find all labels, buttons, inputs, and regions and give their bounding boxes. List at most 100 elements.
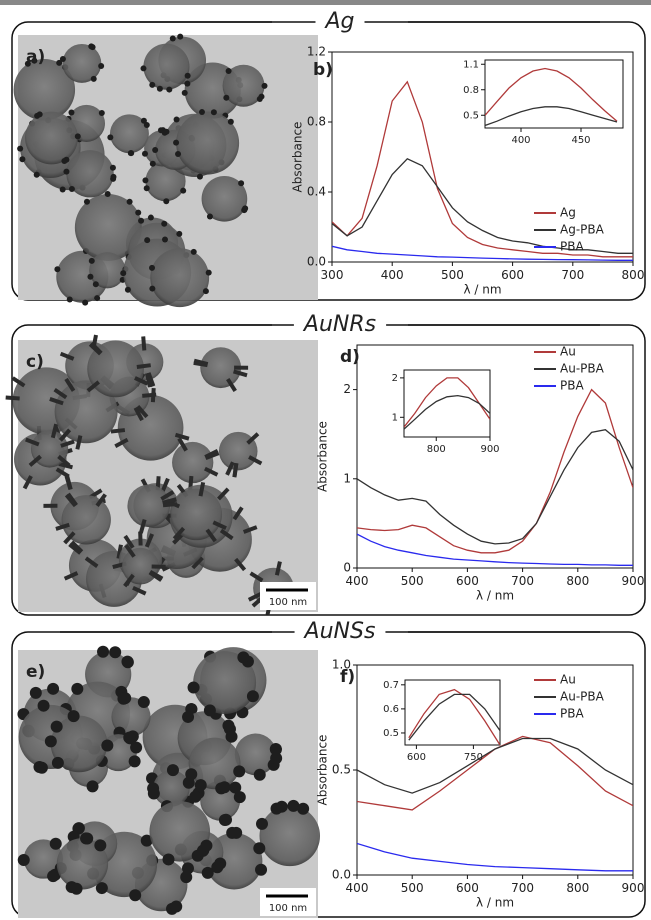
nanodot <box>140 834 153 847</box>
x-axis-label: λ / nm <box>463 283 501 297</box>
nanodot <box>87 273 94 280</box>
x-tick-label: 500 <box>401 574 424 588</box>
nanodot <box>129 889 142 902</box>
y-tick-label: 0.5 <box>463 110 479 121</box>
x-axis-label: λ / nm <box>476 896 514 910</box>
x-tick-label: 600 <box>407 752 426 763</box>
nanorod <box>63 571 79 581</box>
nanodot <box>229 781 242 794</box>
nanodot <box>49 837 62 850</box>
particle <box>62 43 102 83</box>
x-tick-label: 300 <box>321 268 344 282</box>
nanodot <box>189 790 202 803</box>
nanodot <box>163 128 170 135</box>
nanodot <box>50 720 63 733</box>
nanodot <box>156 85 163 92</box>
x-tick-label: 800 <box>622 268 645 282</box>
y-axis-label: Absorbance <box>316 421 330 492</box>
nanodot <box>68 109 75 116</box>
nanorod <box>86 380 101 393</box>
scale-bar-bg <box>260 582 316 610</box>
nanodot <box>149 160 156 167</box>
nanorod <box>232 462 239 478</box>
particle <box>153 770 190 807</box>
particle <box>66 150 114 198</box>
nanodot <box>98 62 105 69</box>
nanodot <box>92 281 99 288</box>
nanodot <box>147 787 160 800</box>
y-tick-label: 2 <box>343 382 351 396</box>
nanodot <box>88 257 95 264</box>
nanodot <box>33 171 40 178</box>
chart-label: b) <box>313 60 333 80</box>
particle <box>50 715 108 773</box>
legend-label: Ag-PBA <box>560 223 605 237</box>
x-tick-label: 600 <box>456 881 479 895</box>
nanorod <box>242 525 258 534</box>
nanodot <box>68 185 75 192</box>
nanodot <box>220 813 233 826</box>
legend-label: PBA <box>560 379 584 393</box>
nanodot <box>98 110 105 117</box>
nanodot <box>225 68 232 75</box>
nanorod <box>204 466 219 477</box>
panel-title: AuNRs <box>302 312 376 337</box>
x-tick-label: 800 <box>566 881 589 895</box>
nanodot <box>86 780 99 793</box>
y-tick-label: 0.8 <box>463 85 479 96</box>
particle <box>176 111 240 175</box>
nanorod <box>219 528 234 541</box>
nanorod <box>138 531 143 546</box>
nanodot <box>124 286 131 293</box>
scale-bar-label: 100 nm <box>269 597 307 608</box>
nanodot <box>187 681 200 694</box>
nanodot <box>162 853 175 866</box>
legend-label: Au <box>560 673 576 687</box>
nanorod <box>136 363 151 369</box>
panel-title: AuNSs <box>303 619 376 644</box>
nanodot <box>200 839 213 852</box>
nanorod <box>95 493 107 508</box>
nanorod <box>123 534 135 549</box>
nanodot <box>201 866 214 879</box>
nanodot <box>94 839 107 852</box>
nanodot <box>83 198 90 205</box>
y-tick-label: 0.8 <box>307 115 326 129</box>
nanodot <box>140 65 147 72</box>
nanodot <box>253 842 266 855</box>
nanodot <box>128 150 135 157</box>
particle <box>149 801 211 862</box>
nanodot <box>182 710 195 723</box>
nanorod <box>70 540 84 554</box>
x-tick-label: 900 <box>480 444 499 455</box>
nanodot <box>90 75 97 82</box>
series-line <box>332 245 633 261</box>
title-bg <box>272 619 408 645</box>
nanodot <box>142 177 149 184</box>
nanodot <box>149 264 156 271</box>
series-line <box>485 67 618 122</box>
nanorod <box>64 475 73 491</box>
nanodot <box>54 266 61 273</box>
nanorod <box>43 503 58 508</box>
y-tick-label: 0.5 <box>332 763 351 777</box>
nanodot <box>184 80 191 87</box>
nanodot <box>121 655 134 668</box>
particle <box>110 114 149 154</box>
nanorod <box>226 377 237 392</box>
nanodot <box>166 86 173 93</box>
nanodot <box>206 213 213 220</box>
particle <box>87 340 144 398</box>
nanorod <box>53 388 68 400</box>
nanodot <box>196 173 203 180</box>
x-tick-label: 400 <box>381 268 404 282</box>
nanodot <box>143 185 150 192</box>
nanodot <box>211 861 224 874</box>
legend-label: Au-PBA <box>560 690 605 704</box>
chart-label: d) <box>340 347 360 367</box>
nanodot <box>297 802 310 815</box>
nanorod <box>141 336 147 351</box>
nanodot <box>47 870 60 883</box>
particle <box>74 194 142 261</box>
